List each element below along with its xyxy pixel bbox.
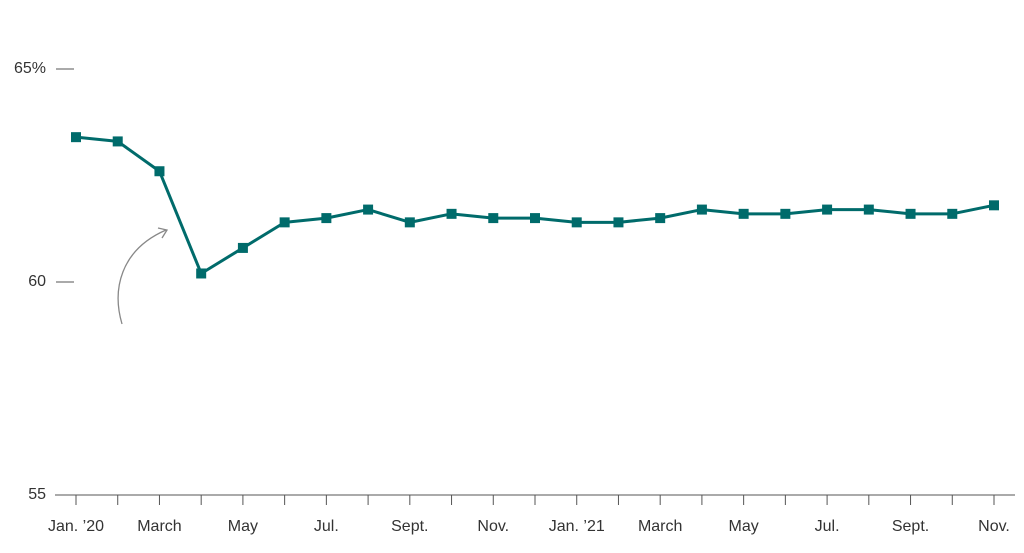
point bbox=[738, 208, 749, 219]
point bbox=[613, 217, 624, 228]
point bbox=[404, 217, 415, 228]
point bbox=[905, 208, 916, 219]
x-tick-label: Sept. bbox=[391, 518, 428, 535]
x-tick-label: Jan. ’21 bbox=[549, 518, 605, 535]
point bbox=[154, 166, 165, 177]
x-tick-label: Jan. ’20 bbox=[48, 518, 104, 535]
point bbox=[112, 136, 123, 147]
x-tick-label: Nov. bbox=[477, 518, 509, 535]
y-tick-label: 55 bbox=[28, 486, 46, 503]
point bbox=[363, 204, 374, 215]
annotation-arrowhead bbox=[157, 227, 169, 239]
point bbox=[279, 217, 290, 228]
x-tick-label: Nov. bbox=[978, 518, 1010, 535]
x-tick-label: March bbox=[137, 518, 181, 535]
y-tick-label: 60 bbox=[28, 273, 46, 290]
x-tick-label: May bbox=[228, 518, 258, 535]
point bbox=[488, 213, 499, 224]
point bbox=[321, 213, 332, 224]
point bbox=[237, 242, 248, 253]
y-tick-label: 65% bbox=[14, 60, 46, 77]
point bbox=[71, 132, 81, 143]
annotation-arrow bbox=[117, 229, 167, 325]
x-tick-label: Sept. bbox=[892, 518, 929, 535]
point bbox=[822, 204, 833, 215]
x-tick-label: Jul. bbox=[314, 518, 339, 535]
point bbox=[863, 204, 874, 215]
x-tick-label: May bbox=[729, 518, 759, 535]
point bbox=[780, 208, 791, 219]
line bbox=[75, 135, 995, 275]
point bbox=[196, 268, 207, 279]
x-tick-label: March bbox=[638, 518, 682, 535]
point bbox=[947, 208, 958, 219]
point bbox=[696, 204, 707, 215]
point bbox=[571, 217, 582, 228]
point bbox=[655, 213, 666, 224]
point bbox=[530, 213, 540, 224]
x-tick-label: Jul. bbox=[815, 518, 840, 535]
point bbox=[989, 200, 999, 211]
point bbox=[446, 208, 457, 219]
